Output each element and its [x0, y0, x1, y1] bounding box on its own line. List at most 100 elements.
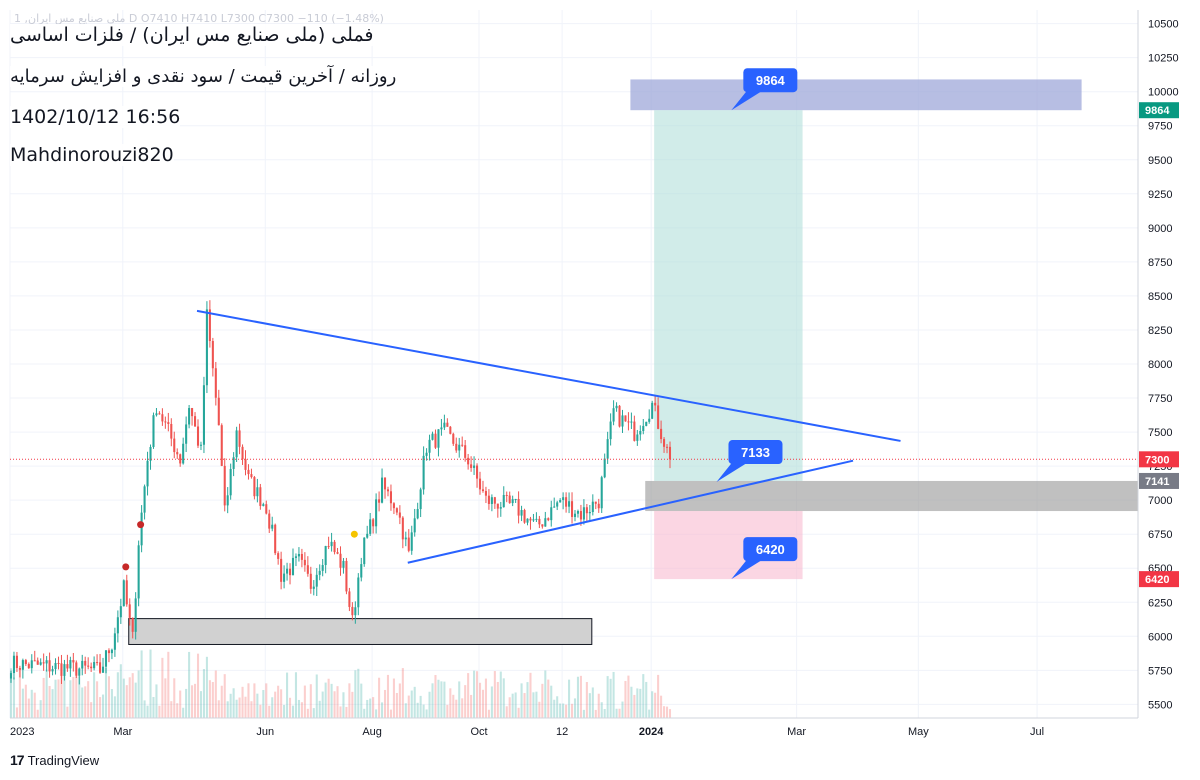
price-tag [1139, 472, 1179, 489]
price-tick-label: 5500 [1148, 699, 1172, 711]
candle-body [179, 454, 182, 464]
candle-body [277, 553, 280, 559]
candle-body [562, 497, 565, 501]
candle-body [478, 478, 482, 490]
volume-bar [262, 690, 265, 718]
candle-body [51, 669, 54, 672]
candle-body [547, 518, 550, 521]
candle-body [663, 439, 666, 447]
volume-bar [205, 656, 208, 718]
volume-bar [18, 669, 21, 718]
volume-bar [194, 683, 197, 718]
candle-body [383, 477, 387, 490]
volume-bar [556, 696, 559, 718]
volume-bar [520, 683, 523, 718]
volume-bar [179, 690, 182, 718]
volume-bar [321, 691, 324, 718]
candle-body [12, 655, 16, 674]
volume-bar [333, 691, 336, 718]
volume-bar [33, 692, 36, 718]
candle-body [116, 617, 119, 634]
price-tick-label: 6250 [1148, 597, 1172, 609]
candle-body [205, 309, 208, 386]
volume-bar [369, 698, 372, 718]
volume-bar [265, 683, 268, 718]
ohlc-readout: 1 ,ملی صنایع مس ایران D O7410 H7410 L730… [14, 12, 384, 25]
callout-pointer [731, 90, 764, 111]
volume-bar [425, 709, 428, 718]
trendlines[interactable] [10, 309, 1138, 564]
candle-body [553, 506, 556, 508]
candle-body [360, 564, 363, 578]
candle-body [66, 664, 69, 669]
candle-body [544, 518, 547, 527]
volume-bar [660, 695, 663, 718]
candle-body [176, 452, 179, 455]
candle-body [645, 421, 648, 426]
volume-bar [256, 693, 259, 718]
candle-body [573, 513, 577, 517]
volume-bar [576, 676, 580, 718]
price-tick-label: 10250 [1148, 53, 1179, 65]
volume-bar [642, 674, 645, 718]
volume-bar [639, 688, 642, 718]
candle-body [431, 433, 434, 440]
chart-title: فملی (ملی صنایع مس ایران) / فلزات اساسی [10, 24, 374, 46]
volume-bar [327, 678, 330, 718]
event-dot [350, 530, 358, 538]
volume-bar [60, 668, 63, 718]
volume-bar [116, 672, 119, 718]
candle-body [624, 415, 627, 422]
candle-body [24, 660, 27, 665]
candle-body [660, 428, 663, 440]
volume-bar [511, 693, 514, 718]
candle-body [395, 508, 398, 513]
time-tick-label: 12 [556, 726, 568, 738]
candle-body [161, 414, 164, 422]
candle-body [101, 666, 105, 673]
candle-body [93, 662, 96, 669]
candle-body [235, 430, 238, 458]
candle-body [188, 408, 191, 425]
volume-bar [446, 704, 449, 718]
tradingview-brand[interactable]: 17 TradingView [10, 752, 99, 768]
volume-bar [161, 657, 164, 718]
candle-body [336, 552, 339, 554]
candle-body [419, 489, 422, 510]
volume-bar [505, 706, 508, 718]
candle-body [416, 509, 419, 519]
volume-bar [226, 701, 229, 718]
candle-body [588, 511, 591, 514]
candle-body [75, 662, 78, 676]
candle-body [48, 660, 51, 672]
volume-bar [410, 690, 413, 718]
candle-body [538, 518, 541, 525]
candle-body [636, 434, 639, 441]
volume-bar [283, 704, 286, 718]
volume-bar [208, 680, 211, 718]
candle-body [223, 465, 226, 506]
candle-body [381, 477, 384, 503]
volume-bar [330, 683, 333, 718]
volume-bar [532, 692, 535, 718]
candle-body [407, 537, 410, 551]
time-tick-label: May [908, 726, 929, 738]
volume-bar [565, 704, 568, 718]
profit-zone [654, 110, 803, 481]
candle-body [294, 556, 298, 558]
volume-bar [541, 683, 544, 718]
callout-pointer [731, 559, 764, 580]
price-tag-label: 7141 [1145, 476, 1169, 488]
candle-body [315, 574, 318, 587]
volume-bar [618, 708, 621, 718]
candle-body [137, 545, 140, 599]
volume-bar [66, 706, 69, 718]
candle-body [633, 421, 636, 441]
volume-bar [654, 692, 657, 718]
volume-bar [621, 701, 624, 718]
price-tick-label: 7000 [1148, 495, 1172, 507]
candle-body [21, 660, 24, 670]
candle-body [386, 489, 390, 492]
candle-body [324, 546, 327, 566]
